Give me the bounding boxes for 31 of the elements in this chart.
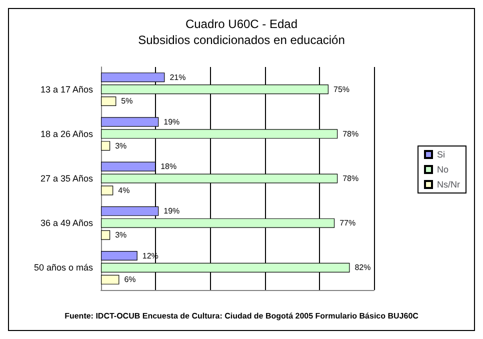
data-label: 3%: [115, 230, 127, 240]
data-label: 78%: [342, 174, 359, 183]
y-tick-label: 36 a 49 Años: [40, 218, 94, 228]
data-label: 21%: [170, 72, 186, 82]
data-label: 78%: [342, 129, 359, 138]
data-label: 6%: [124, 275, 136, 284]
bar: [101, 230, 110, 240]
chart-subtitle: Subsidios condicionados en educación: [138, 33, 345, 47]
data-label: 4%: [118, 186, 130, 195]
bar: [101, 274, 120, 284]
data-label: 75%: [334, 84, 350, 94]
y-tick-label: 27 a 35 Años: [40, 174, 94, 184]
chart-title: Cuadro U60C - Edad: [185, 17, 298, 31]
data-label: 18%: [160, 162, 177, 172]
bar: [101, 250, 138, 261]
y-tick-label: 50 años o más: [34, 262, 94, 273]
bar: [101, 96, 116, 106]
data-label: 19%: [164, 117, 180, 126]
data-label: 82%: [354, 263, 371, 272]
data-label: 5%: [121, 96, 133, 106]
source-note: Fuente: IDCT-OCUB Encuesta de Cultura: Ciudad de Bogotá 2005 Formulario Básico BUJ60C: [64, 312, 419, 320]
legend-label: Ns/Nr: [437, 180, 460, 190]
legend-label: Si: [437, 150, 446, 160]
data-label: 77%: [340, 218, 356, 228]
data-label: 3%: [115, 141, 127, 150]
bar: [101, 141, 110, 151]
legend-label: No: [437, 164, 449, 174]
y-tick-label: 18 a 26 Años: [40, 128, 94, 139]
bar: [101, 186, 114, 196]
data-label: 19%: [164, 206, 180, 216]
y-tick-label: 13 a 17 Años: [40, 84, 94, 94]
